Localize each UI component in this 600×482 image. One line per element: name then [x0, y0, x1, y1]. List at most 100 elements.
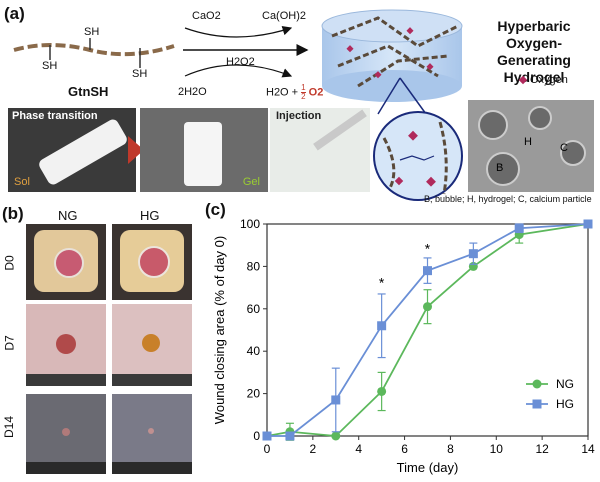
sh-label-3: SH: [132, 68, 148, 80]
row-label-d7: D7: [2, 335, 17, 351]
title-line-1: Hyperbaric: [497, 18, 571, 34]
base-strip: [26, 374, 106, 386]
polymer-strand: [13, 43, 175, 57]
micro-caption: B, bubble; H, hydrogel; C, calcium parti…: [424, 194, 592, 204]
injection-label: Injection: [276, 110, 322, 122]
product-caoh2: Ca(OH)2: [262, 10, 307, 22]
panel-c-label: (c): [205, 200, 226, 219]
wound-closure-chart: 0 2 4 6 8 10 12 14 0 20 40 60 80 100 Time (day) Wound c…: [212, 217, 595, 475]
legend-marker-ng: [532, 379, 542, 389]
significance-marker: *: [425, 241, 431, 257]
wound-spot: [142, 334, 160, 352]
oxygen-marker-icon: [518, 75, 528, 85]
panel-a-label: (a): [4, 4, 25, 23]
data-point-ng: [331, 431, 341, 441]
x-axis-label: Time (day): [397, 460, 459, 475]
sol-label: Sol: [14, 176, 30, 188]
row-label-d14: D14: [2, 415, 17, 439]
photo-phase-transition: Phase transition Sol: [8, 108, 136, 192]
legend-marker-hg: [532, 399, 542, 409]
data-point-hg: [262, 431, 272, 441]
data-point-ng: [377, 386, 387, 396]
sh-label-1: SH: [84, 26, 100, 38]
y-tick-label: 40: [247, 344, 261, 358]
wound-photo-ng-d14: [26, 394, 106, 474]
phase-transition-label: Phase transition: [12, 110, 98, 122]
data-point-hg: [423, 266, 432, 276]
data-point-hg: [514, 223, 524, 233]
x-tick-label: 2: [310, 442, 317, 456]
series-line-hg: [267, 223, 589, 437]
data-point-hg: [331, 395, 341, 405]
x-tick-label: 4: [355, 442, 362, 456]
y-axis-label: Wound closing area (% of day 0): [212, 236, 227, 424]
wound-photo-ng-d7: [26, 304, 106, 386]
panel-b-label: (b): [2, 204, 24, 223]
bubble: [486, 152, 520, 186]
series-line-ng: [266, 223, 589, 437]
x-tick-label: 8: [447, 442, 454, 456]
y-tick-label: 80: [247, 259, 261, 273]
y-tick-label: 20: [247, 387, 261, 401]
x-tick-label: 10: [490, 442, 504, 456]
title-line-2: Oxygen-Generating: [497, 35, 571, 68]
oxygen-product: O2: [308, 86, 324, 99]
sh-label-2: SH: [42, 60, 58, 72]
oxygen-legend: Oxygen: [518, 74, 568, 86]
hydrogel-cylinder: [321, 9, 463, 115]
row-label-d0: D0: [2, 255, 17, 271]
wound-spot: [138, 246, 170, 278]
fraction-denominator: 2: [301, 92, 306, 101]
microscopy-image: H C B: [468, 100, 594, 192]
y-tick-label: 60: [247, 302, 261, 316]
bubble: [560, 140, 586, 166]
column-label-hg: HG: [140, 208, 160, 223]
significance-marker: *: [379, 275, 385, 291]
data-point-hg: [468, 249, 478, 259]
wound-photo-ng-d0: [26, 224, 106, 300]
wound-photo-hg-d14: [112, 394, 192, 474]
y-tick-label: 0: [253, 429, 260, 443]
y-tick-label: 100: [240, 217, 260, 231]
micro-label-b: B: [496, 162, 504, 174]
base-strip: [112, 374, 192, 386]
wound-photo-hg-d0: [112, 224, 192, 300]
transition-arrow: [128, 136, 144, 164]
x-tick-label: 14: [581, 442, 595, 456]
photo-gel: Gel: [140, 108, 268, 192]
reactant-2h2o: 2H2O: [178, 86, 207, 98]
legend-label-ng: NG: [556, 377, 574, 391]
micro-label-h: H: [524, 136, 532, 148]
data-point-ng: [423, 302, 432, 312]
fraction-numerator: 1: [301, 83, 306, 93]
wound-spot: [148, 428, 154, 434]
gtnsh-chain: [13, 38, 175, 68]
oxygen-legend-label: Oxygen: [530, 74, 568, 86]
wound-spot: [56, 334, 76, 354]
bubble: [478, 110, 508, 140]
column-label-ng: NG: [58, 208, 78, 223]
product-water: H2O +: [266, 86, 302, 99]
wound-spot: [54, 248, 84, 278]
data-point-hg: [377, 321, 387, 331]
reaction-arrows: [183, 25, 309, 78]
micro-label-c: C: [560, 142, 568, 154]
data-point-hg: [583, 219, 593, 229]
reagent-cao2: CaO2: [192, 10, 221, 22]
vial-upright: [184, 122, 222, 186]
wound-photo-hg-d7: [112, 304, 192, 386]
wound-spot: [62, 428, 70, 436]
vial-tilted: [37, 117, 129, 187]
x-tick-label: 12: [535, 442, 549, 456]
base-strip: [26, 462, 106, 474]
data-point-hg: [285, 431, 295, 441]
catalyst-h2o2: H2O2: [226, 56, 255, 68]
base-strip: [112, 462, 192, 474]
photo-injection: Injection: [270, 108, 370, 192]
legend-label-hg: HG: [556, 397, 574, 411]
plot-frame: [266, 223, 589, 437]
bubble: [528, 106, 552, 130]
zoom-circle: [373, 111, 463, 201]
